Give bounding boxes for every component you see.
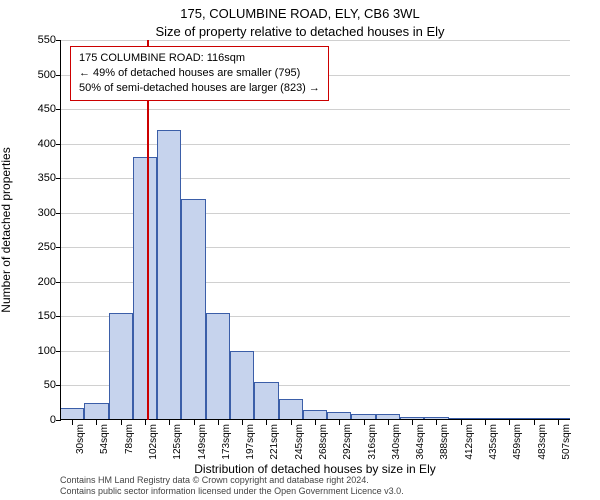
- x-tick-label: 54sqm: [99, 424, 110, 454]
- x-axis-label: Distribution of detached houses by size …: [60, 462, 570, 476]
- y-ticks: 050100150200250300350400450500550: [0, 40, 60, 420]
- y-tick-label: 250: [6, 241, 56, 253]
- y-tick-label: 100: [6, 345, 56, 357]
- bar: [109, 313, 133, 420]
- y-tick-label: 350: [6, 172, 56, 184]
- annotation-line-1: 175 COLUMBINE ROAD: 116sqm: [79, 51, 320, 66]
- chart-title-main: 175, COLUMBINE ROAD, ELY, CB6 3WL: [0, 6, 600, 21]
- footer-line-2: Contains public sector information licen…: [60, 486, 404, 496]
- y-tick-label: 300: [6, 207, 56, 219]
- x-tick-label: 78sqm: [124, 424, 135, 454]
- x-tick-label: 483sqm: [537, 424, 548, 460]
- bar: [157, 130, 181, 420]
- y-tick-label: 0: [6, 414, 56, 426]
- footer-attribution: Contains HM Land Registry data © Crown c…: [60, 475, 404, 496]
- chart-page: 175, COLUMBINE ROAD, ELY, CB6 3WL Size o…: [0, 0, 600, 500]
- bar: [206, 313, 230, 420]
- x-tick-label: 149sqm: [197, 424, 208, 460]
- x-tick-label: 268sqm: [318, 424, 329, 460]
- y-tick-label: 200: [6, 276, 56, 288]
- axis-zero: [60, 419, 570, 420]
- x-tick-label: 388sqm: [439, 424, 450, 460]
- annotation-box: 175 COLUMBINE ROAD: 116sqm ← 49% of deta…: [70, 46, 329, 101]
- x-tick-label: 507sqm: [561, 424, 572, 460]
- annotation-line-2: ← 49% of detached houses are smaller (79…: [79, 66, 320, 81]
- y-tick-label: 400: [6, 138, 56, 150]
- x-tick-label: 125sqm: [172, 424, 183, 460]
- y-tick-label: 550: [6, 34, 56, 46]
- bar: [84, 403, 108, 420]
- bar: [181, 199, 205, 420]
- x-tick-label: 364sqm: [415, 424, 426, 460]
- x-tick-label: 412sqm: [464, 424, 475, 460]
- x-tick-label: 245sqm: [294, 424, 305, 460]
- x-tick-label: 30sqm: [75, 424, 86, 454]
- bar: [254, 382, 278, 420]
- annotation-line-3: 50% of semi-detached houses are larger (…: [79, 81, 320, 96]
- x-tick-label: 102sqm: [148, 424, 159, 460]
- y-tick-label: 500: [6, 69, 56, 81]
- x-tick-label: 173sqm: [221, 424, 232, 460]
- bar: [279, 399, 303, 420]
- x-tick-label: 316sqm: [367, 424, 378, 460]
- footer-line-1: Contains HM Land Registry data © Crown c…: [60, 475, 404, 485]
- y-tick-label: 150: [6, 310, 56, 322]
- x-tick-label: 292sqm: [342, 424, 353, 460]
- bar: [230, 351, 254, 420]
- x-tick-label: 435sqm: [488, 424, 499, 460]
- y-tick-label: 450: [6, 103, 56, 115]
- x-tick-label: 340sqm: [391, 424, 402, 460]
- chart-title-sub: Size of property relative to detached ho…: [0, 24, 600, 39]
- y-tick-label: 50: [6, 379, 56, 391]
- x-tick-label: 197sqm: [245, 424, 256, 460]
- x-tick-label: 221sqm: [269, 424, 280, 460]
- x-tick-label: 459sqm: [512, 424, 523, 460]
- axis-left: [60, 40, 61, 420]
- bar: [133, 157, 157, 420]
